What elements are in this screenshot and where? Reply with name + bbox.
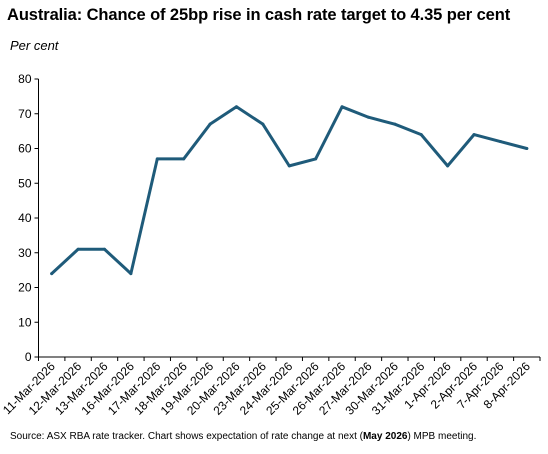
data-point bbox=[525, 147, 529, 150]
y-axis-label: Per cent bbox=[10, 38, 59, 53]
chart-title: Australia: Chance of 25bp rise in cash r… bbox=[7, 6, 511, 24]
data-point bbox=[129, 272, 133, 276]
source-prefix: Source: ASX RBA rate tracker. Chart show… bbox=[10, 431, 363, 442]
y-tick-label: 70 bbox=[18, 107, 32, 121]
y-tick-label: 60 bbox=[18, 142, 32, 156]
data-point bbox=[155, 157, 159, 161]
data-point bbox=[182, 157, 186, 161]
data-point bbox=[446, 164, 450, 168]
data-point bbox=[314, 157, 318, 161]
data-point bbox=[340, 105, 344, 109]
y-tick-label: 20 bbox=[18, 281, 32, 295]
data-point bbox=[287, 164, 291, 168]
data-point bbox=[102, 247, 106, 251]
source-note: Source: ASX RBA rate tracker. Chart show… bbox=[10, 431, 476, 442]
source-suffix: ) MPB meeting. bbox=[407, 431, 477, 442]
data-point bbox=[261, 122, 265, 126]
series-line bbox=[50, 105, 529, 276]
data-point bbox=[366, 115, 370, 119]
y-tick-label: 50 bbox=[18, 176, 32, 190]
source-bold: May 2026 bbox=[362, 431, 408, 442]
y-tick-label: 30 bbox=[18, 246, 32, 260]
data-point bbox=[472, 133, 476, 137]
x-axis-ticks: 11-Mar-202612-Mar-202613-Mar-202616-Mar-… bbox=[0, 357, 541, 418]
y-tick-label: 0 bbox=[25, 350, 32, 364]
y-tick-label: 80 bbox=[18, 72, 32, 86]
series-layer bbox=[50, 105, 529, 276]
data-point bbox=[50, 272, 54, 276]
y-axis-ticks: 0 10 20 30 40 50 60 70 80 bbox=[18, 72, 39, 364]
data-point bbox=[419, 133, 423, 137]
data-point bbox=[76, 247, 80, 251]
data-point bbox=[234, 105, 238, 109]
data-point bbox=[208, 122, 212, 126]
data-point bbox=[393, 122, 397, 126]
y-tick-label: 40 bbox=[18, 211, 32, 225]
data-point bbox=[498, 140, 502, 144]
y-tick-label: 10 bbox=[18, 315, 32, 329]
